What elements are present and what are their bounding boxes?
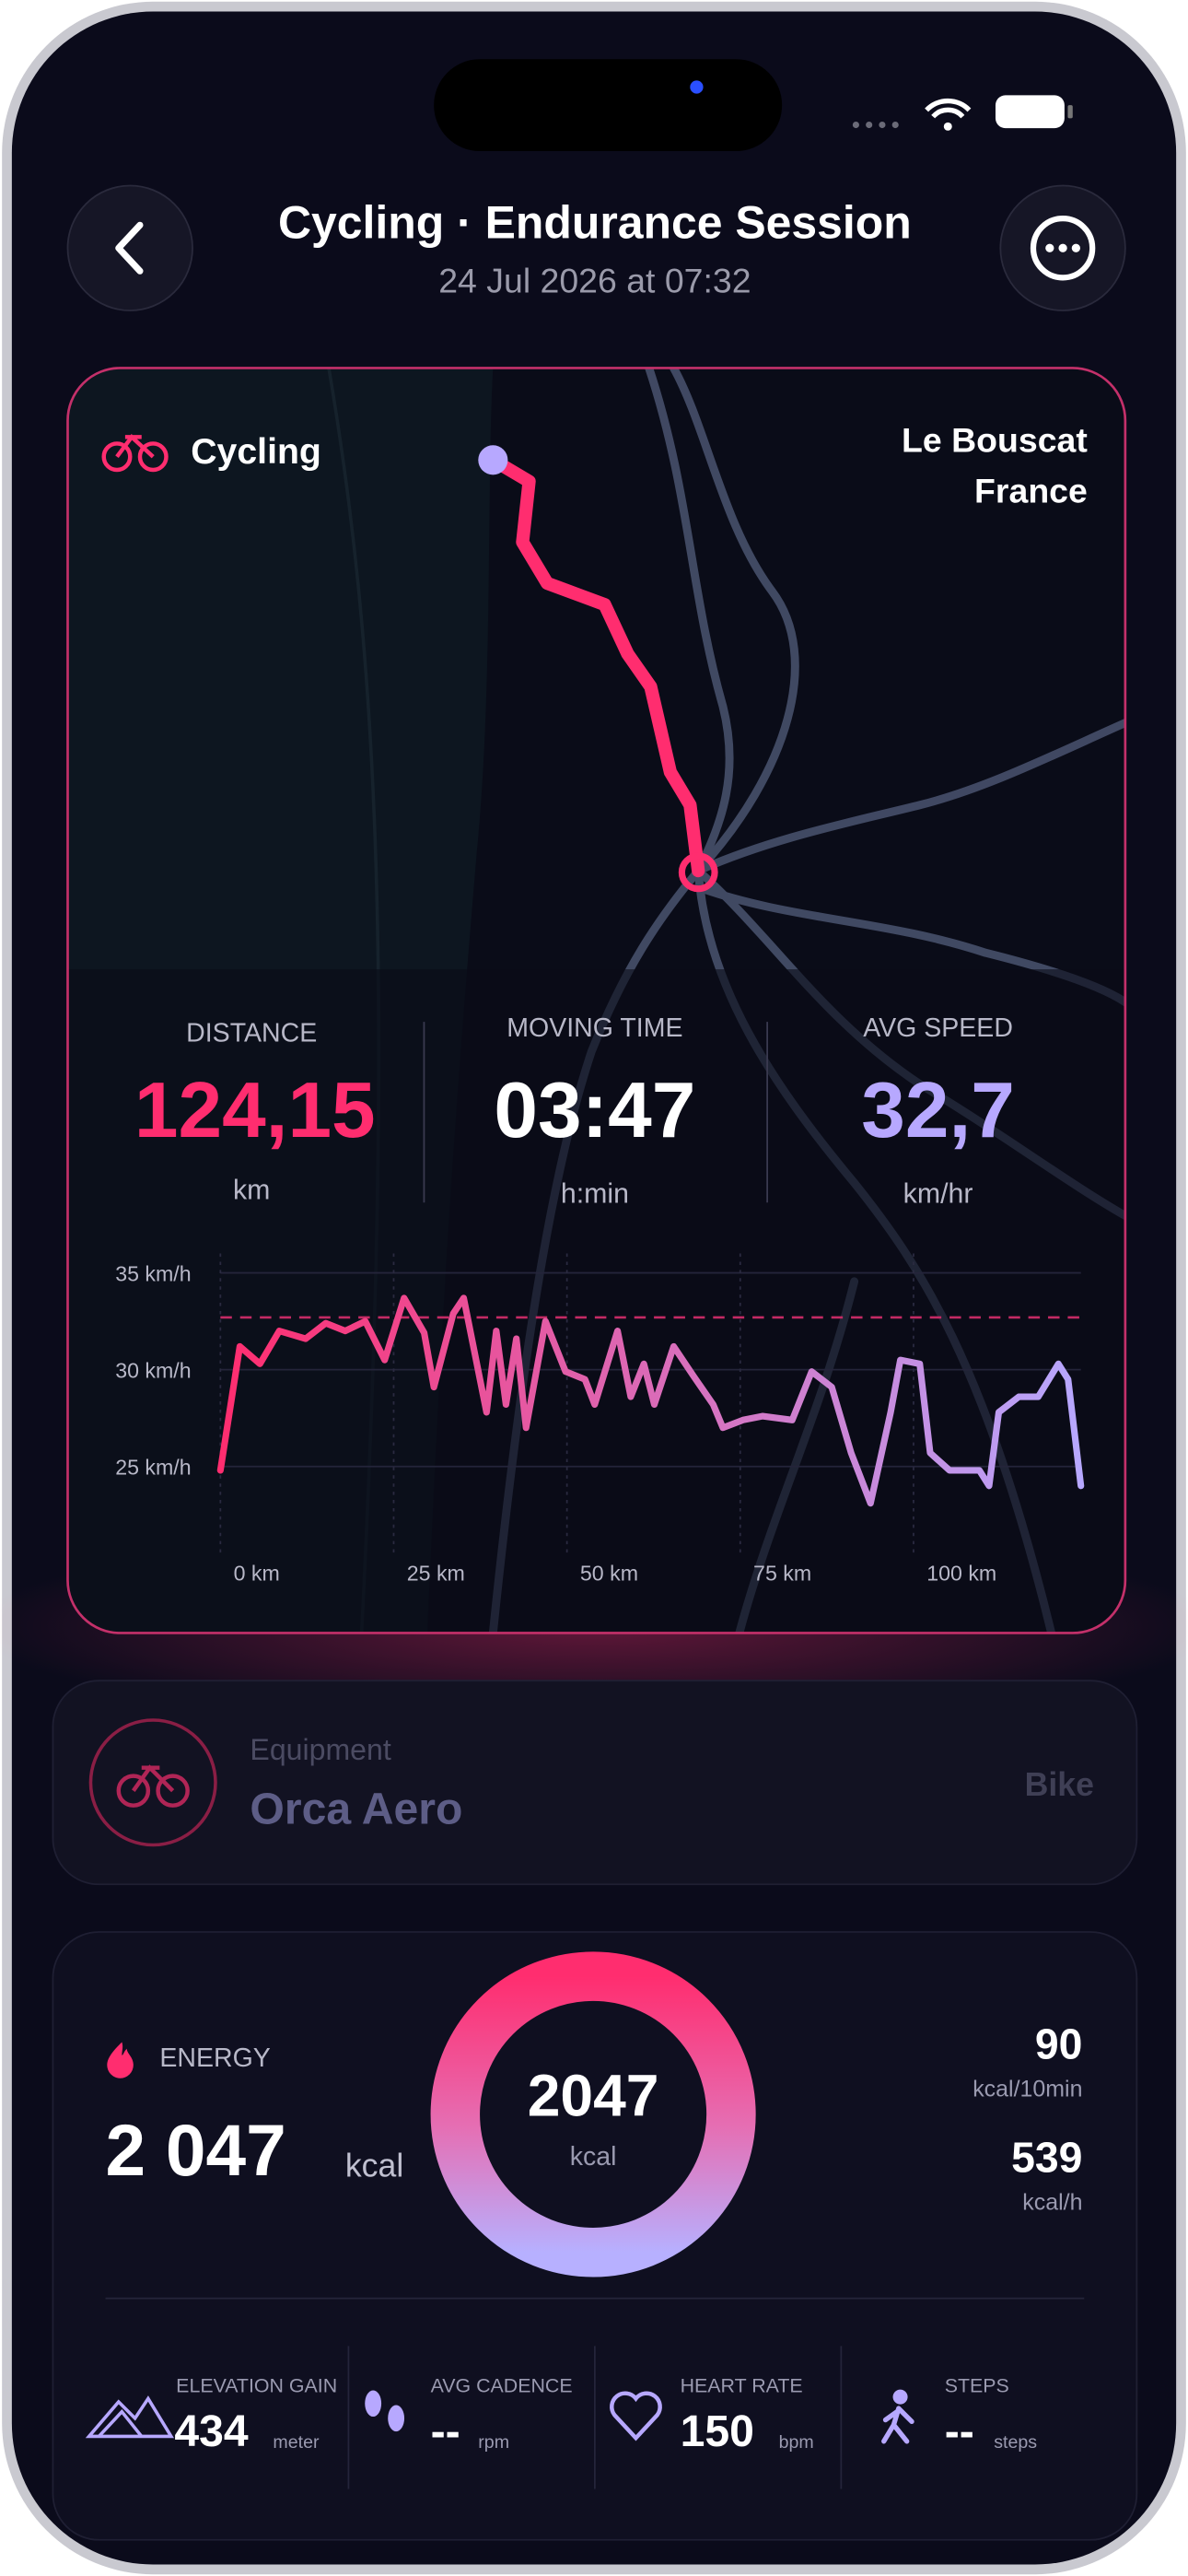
stat-value: 124,15 bbox=[134, 1067, 376, 1154]
cycling-icon bbox=[101, 434, 169, 473]
elevation-icon bbox=[85, 2395, 175, 2439]
signal-dots bbox=[852, 121, 899, 129]
location-country: France bbox=[974, 472, 1088, 510]
energy-label: ENERGY bbox=[159, 2043, 270, 2073]
header-title: Cycling · Endurance Session bbox=[278, 197, 912, 249]
more-button[interactable] bbox=[999, 184, 1126, 311]
metric-value: 434 bbox=[174, 2406, 249, 2456]
dynamic-island bbox=[434, 59, 783, 152]
energy-value: 2 047 bbox=[106, 2110, 286, 2191]
activity-label: Cycling bbox=[191, 431, 321, 472]
map-card-border bbox=[66, 367, 1127, 1634]
equipment-name: Orca Aero bbox=[250, 1784, 462, 1833]
stat-value: 03:47 bbox=[494, 1067, 695, 1154]
metric-value: -- bbox=[431, 2406, 460, 2456]
x-tick-label: 50 km bbox=[580, 1561, 638, 1585]
back-button[interactable] bbox=[66, 184, 193, 311]
metric-label: AVG CADENCE bbox=[431, 2374, 573, 2396]
battery-tip bbox=[1067, 105, 1073, 119]
header-subtitle: 24 Jul 2026 at 07:32 bbox=[438, 261, 751, 299]
route-end bbox=[678, 852, 718, 893]
metric-value: -- bbox=[945, 2406, 974, 2456]
metric-unit: steps bbox=[994, 2432, 1037, 2453]
stat-label: DISTANCE bbox=[186, 1019, 317, 1048]
equipment-card[interactable] bbox=[52, 1680, 1138, 1886]
wifi-icon-dot bbox=[943, 122, 952, 131]
steps-icon bbox=[881, 2389, 914, 2444]
metric-label: STEPS bbox=[945, 2374, 1009, 2396]
x-tick-label: 0 km bbox=[234, 1561, 280, 1585]
y-tick-label: 25 km/h bbox=[115, 1456, 191, 1480]
x-tick-label: 100 km bbox=[926, 1561, 996, 1585]
x-tick-label: 75 km bbox=[753, 1561, 811, 1585]
route bbox=[486, 453, 705, 878]
energy-icon bbox=[107, 2042, 134, 2078]
heart-icon bbox=[610, 2391, 662, 2441]
y-tick-label: 30 km/h bbox=[115, 1359, 191, 1383]
stat-unit: h:min bbox=[561, 1178, 629, 1209]
metric-label: HEART RATE bbox=[681, 2374, 803, 2396]
metric-label: ELEVATION GAIN bbox=[176, 2374, 337, 2396]
rate-unit: kcal/10min bbox=[973, 2076, 1082, 2102]
stat-value: 32,7 bbox=[861, 1067, 1015, 1154]
map bbox=[67, 368, 1125, 1633]
ring-unit: kcal bbox=[570, 2142, 617, 2172]
route-start bbox=[478, 445, 508, 475]
x-tick-label: 25 km bbox=[407, 1561, 465, 1585]
wifi-icon bbox=[925, 98, 972, 119]
speed-line bbox=[216, 1294, 1085, 1507]
equipment-kind: Bike bbox=[1025, 1766, 1094, 1803]
rate-unit: kcal/h bbox=[1022, 2189, 1082, 2215]
stat-label: MOVING TIME bbox=[507, 1013, 682, 1043]
rate-value: 539 bbox=[1011, 2133, 1082, 2181]
camera-dot bbox=[690, 80, 704, 94]
energy-ring bbox=[430, 1951, 756, 2277]
battery-icon bbox=[995, 95, 1065, 129]
location-city: Le Bouscat bbox=[902, 420, 1088, 459]
metric-unit: bpm bbox=[779, 2432, 814, 2453]
equipment-label: Equipment bbox=[250, 1733, 390, 1766]
cadence-icon bbox=[365, 2390, 405, 2432]
metric-unit: rpm bbox=[478, 2432, 509, 2453]
rate-value: 90 bbox=[1035, 2020, 1083, 2067]
ring-value: 2047 bbox=[528, 2063, 659, 2129]
stat-unit: km/hr bbox=[903, 1178, 973, 1209]
stat-unit: km bbox=[233, 1176, 270, 1206]
energy-unit: kcal bbox=[345, 2148, 403, 2184]
metric-unit: meter bbox=[273, 2432, 320, 2453]
y-tick-label: 35 km/h bbox=[115, 1261, 191, 1285]
speed-chart: 25 km/h 30 km/h 35 km/h 0 km 25 km 50 km 75 km… bbox=[115, 1253, 1085, 1585]
stat-label: AVG SPEED bbox=[863, 1013, 1013, 1043]
metric-value: 150 bbox=[681, 2406, 754, 2456]
